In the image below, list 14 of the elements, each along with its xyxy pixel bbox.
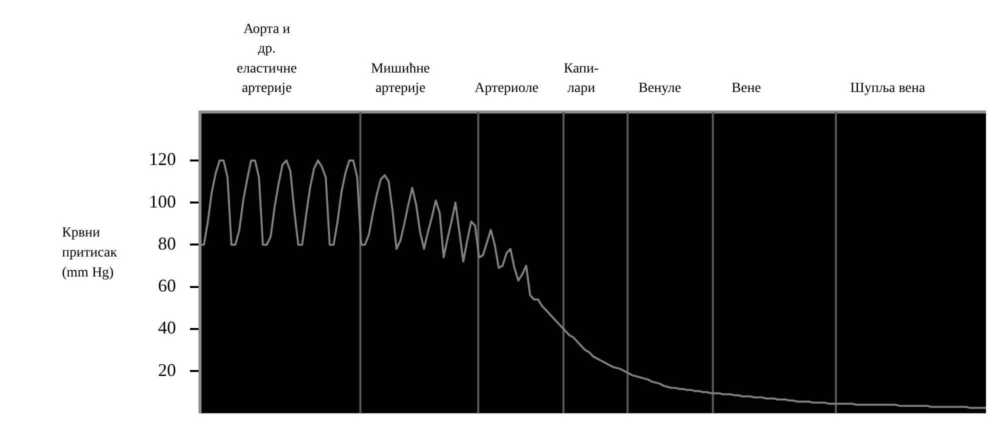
x-tick-label: Артериоле bbox=[474, 80, 538, 96]
y-tick-label: 100 bbox=[149, 191, 176, 212]
x-tick-label: Мишићне артерије bbox=[370, 61, 430, 96]
x-tick-label: Капи- лари bbox=[564, 61, 599, 96]
x-tick-label: Шупља вена bbox=[850, 80, 926, 96]
x-tick-label: Вене bbox=[732, 80, 761, 96]
y-tick-label: 60 bbox=[158, 276, 176, 296]
y-axis-title: Крвни притисак (mm Hg) bbox=[62, 225, 118, 280]
y-tick-label: 120 bbox=[149, 149, 176, 170]
y-tick-label: 80 bbox=[158, 233, 176, 254]
y-tick-label: 40 bbox=[158, 318, 176, 338]
x-tick-label: Венуле bbox=[638, 80, 682, 96]
y-tick-label: 20 bbox=[158, 360, 176, 380]
x-tick-label: Аорта и др. еластичне артерије bbox=[236, 22, 297, 96]
